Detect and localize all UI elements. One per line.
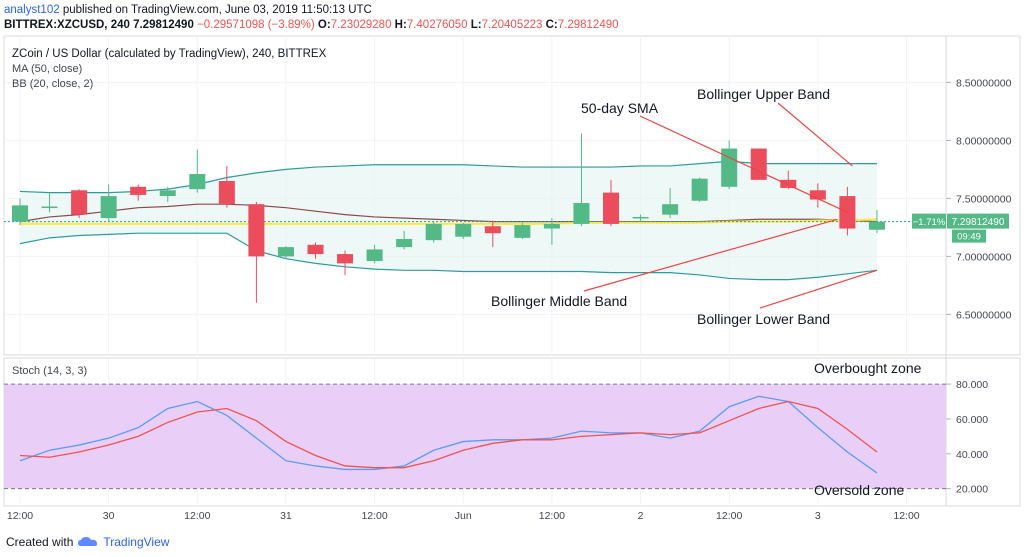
tradingview-cloud-icon [78,537,98,546]
price-change: −0.29571098 (−3.89%) [197,19,315,31]
candle-down[interactable] [484,226,501,234]
high-label: H: [394,19,407,31]
candle-up[interactable] [868,221,885,230]
sma-50-line [20,218,877,225]
publish-info: published on TradingView.com, June 03, 2… [62,4,372,16]
last-price-tag [947,213,1009,229]
candle-up[interactable] [573,203,590,224]
created-with-text: Created with [6,535,74,549]
stoch-y-tick-label: 40.000 [956,449,988,461]
candle-down[interactable] [218,181,235,205]
candle-up[interactable] [691,178,708,201]
last-price-text: 7.29812490 [952,217,1005,228]
candle-up[interactable] [12,205,28,222]
candle-up[interactable] [455,223,472,237]
candle-up[interactable] [662,204,679,215]
x-tick-label: 12:00 [361,510,387,522]
bb-legend[interactable]: BB (20, close, 2) [12,78,94,90]
candle-up[interactable] [543,223,560,229]
stoch-k-line [19,395,878,474]
sma-pointer-line [639,115,848,213]
pct-change-tag [912,213,946,229]
x-tick-label: 12:00 [893,510,919,522]
candle-up[interactable] [41,206,58,209]
bollinger-lower-band [19,232,878,281]
upper-band-pointer-line [777,102,853,167]
candle-down[interactable] [248,204,265,257]
lower-band-annotation: Bollinger Lower Band [697,311,830,327]
x-tick-label: 12:00 [184,510,210,522]
stoch-legend[interactable]: Stoch (14, 3, 3) [12,365,88,377]
candle-up[interactable] [159,190,176,197]
x-tick-label: 30 [103,510,115,522]
y-tick-label: 7.00000000 [956,251,1012,263]
pct-change-text: −1.71% [913,217,946,228]
countdown-text: 09:49 [957,232,981,243]
open-value: 7.23029280 [330,19,392,31]
candle-down[interactable] [307,244,324,255]
candle-up[interactable] [721,148,738,187]
publish-line: analyst102 published on TradingView.com,… [4,4,372,16]
candle-down[interactable] [337,254,354,264]
close-value: 7.29812490 [557,19,619,31]
y-tick-label: 8.00000000 [956,135,1012,147]
candle-down[interactable] [750,148,767,180]
ma-legend[interactable]: MA (50, close) [12,63,83,75]
x-tick-label: 12:00 [716,510,742,522]
stoch-y-tick-label: 60.000 [956,414,988,426]
x-tick-label: 2 [638,510,644,522]
candle-down[interactable] [603,192,619,224]
middle-band-annotation: Bollinger Middle Band [491,293,627,309]
candle-down[interactable] [71,190,88,215]
middle-band-pointer-line [583,218,838,292]
low-value: 7.20405223 [481,19,543,31]
candle-up[interactable] [100,196,117,219]
stoch-y-tick-label: 20.000 [956,484,988,496]
stoch-d-line [19,400,878,469]
candle-up[interactable] [514,225,531,238]
candle-up[interactable] [366,249,383,262]
close-label: C: [545,19,558,31]
symbol-line: BITTREX:XZCUSD, 240 7.29812490 −0.295710… [4,19,619,31]
stoch-y-tick-label: 80.000 [956,379,988,391]
x-tick-label: Jun [455,510,472,522]
lower-band-pointer-line [759,269,878,309]
high-value: 7.40276050 [406,19,468,31]
oversold-annotation: Oversold zone [814,482,904,498]
bollinger-middle-band [19,203,877,223]
chart-title: ZCoin / US Dollar (calculated by Trading… [12,48,327,60]
x-tick-label: 31 [280,510,292,522]
candle-down[interactable] [130,186,147,195]
countdown-tag [952,229,986,243]
candle-up[interactable] [396,239,413,248]
x-tick-label: 3 [815,510,821,522]
candle-up[interactable] [277,247,294,257]
stoch-zone-fill [4,384,946,489]
y-tick-label: 7.50000000 [956,193,1012,205]
sma-annotation: 50-day SMA [581,100,659,116]
candle-down[interactable] [809,190,826,200]
low-label: L: [470,19,482,31]
candle-up[interactable] [425,223,442,241]
x-tick-label: 12:00 [7,510,33,522]
symbol-label: BITTREX:XZCUSD, 240 [4,19,130,31]
open-label: O: [317,19,331,31]
x-tick-label: 12:00 [539,510,565,522]
overbought-annotation: Overbought zone [814,360,922,376]
tradingview-brand[interactable]: TradingView [103,535,170,549]
candle-up[interactable] [189,174,206,190]
candle-down[interactable] [780,179,797,188]
author-link[interactable]: analyst102 [4,4,60,16]
last-price: 7.29812490 [133,19,194,31]
candle-up[interactable] [632,216,649,219]
y-tick-label: 6.50000000 [956,309,1012,321]
footer: Created with TradingView [6,535,169,549]
upper-band-annotation: Bollinger Upper Band [697,86,830,102]
y-tick-label: 8.50000000 [956,77,1012,89]
